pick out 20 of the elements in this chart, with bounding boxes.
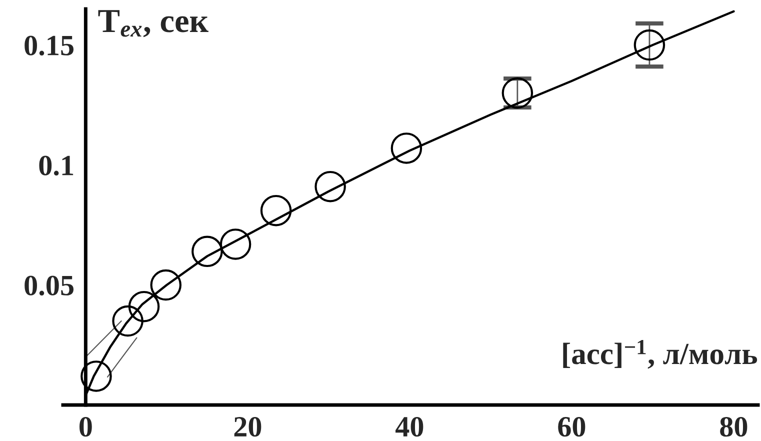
x-tick-label: 80 [720,416,748,437]
point [390,132,422,164]
x-axis-title: [acc]$^{−1}$, л/моль [563,340,758,369]
x-tick-label: 20 [234,416,262,437]
point [260,194,292,226]
x-tick-label: 0 [80,416,92,437]
point [314,170,346,202]
point [150,269,182,301]
y-tick-label: 0.05 [24,276,74,296]
x-tick-label: 60 [558,416,586,437]
y-tick-label: 0.1 [39,156,74,176]
point [220,228,252,260]
point [112,305,144,337]
y-tick-label: 0.15 [24,36,74,56]
point [634,29,666,61]
x-tick-label: 40 [396,416,424,437]
point [80,360,112,392]
y-axis-title: T$_{ex}$, сек [98,10,208,38]
point [192,236,223,268]
point [128,290,160,322]
